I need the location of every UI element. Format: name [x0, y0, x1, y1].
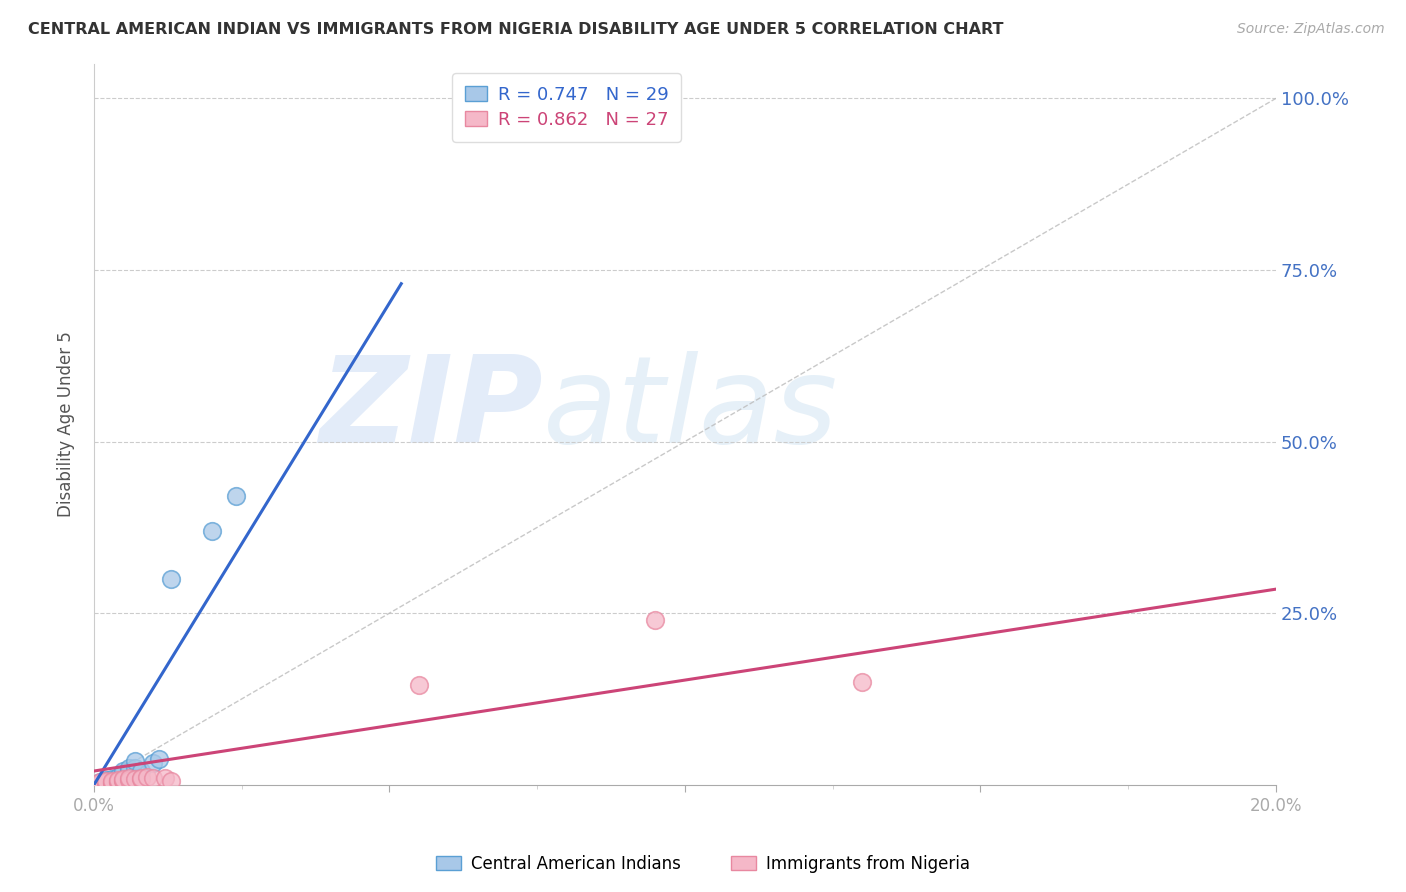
Point	[94, 775, 117, 789]
Point	[100, 775, 122, 789]
Point	[89, 776, 111, 790]
Point	[89, 776, 111, 790]
Point	[112, 772, 135, 787]
Point	[107, 774, 129, 789]
Point	[118, 767, 141, 781]
Point	[100, 775, 122, 789]
Point	[148, 752, 170, 766]
Point	[89, 775, 111, 789]
Point	[94, 775, 117, 789]
Point	[94, 774, 117, 789]
Legend: Central American Indians, Immigrants from Nigeria: Central American Indians, Immigrants fro…	[429, 848, 977, 880]
Y-axis label: Disability Age Under 5: Disability Age Under 5	[58, 332, 75, 517]
Legend: R = 0.747   N = 29, R = 0.862   N = 27: R = 0.747 N = 29, R = 0.862 N = 27	[453, 73, 681, 142]
Point	[100, 773, 122, 788]
Point	[153, 771, 176, 785]
Point	[159, 572, 181, 586]
Point	[118, 771, 141, 785]
Point	[107, 773, 129, 788]
Point	[89, 775, 111, 789]
Point	[136, 770, 159, 784]
Point	[129, 764, 152, 778]
Point	[118, 761, 141, 775]
Point	[112, 774, 135, 789]
Point	[851, 674, 873, 689]
Text: atlas: atlas	[543, 351, 838, 468]
Point	[225, 490, 247, 504]
Point	[107, 772, 129, 787]
Point	[100, 772, 122, 787]
Point	[124, 761, 146, 775]
Point	[112, 767, 135, 781]
Point	[89, 775, 111, 789]
Point	[408, 678, 430, 692]
Point	[118, 764, 141, 778]
Point	[124, 754, 146, 768]
Point	[100, 772, 122, 787]
Point	[159, 774, 181, 789]
Point	[112, 764, 135, 778]
Text: CENTRAL AMERICAN INDIAN VS IMMIGRANTS FROM NIGERIA DISABILITY AGE UNDER 5 CORREL: CENTRAL AMERICAN INDIAN VS IMMIGRANTS FR…	[28, 22, 1004, 37]
Text: ZIP: ZIP	[319, 351, 543, 468]
Text: Source: ZipAtlas.com: Source: ZipAtlas.com	[1237, 22, 1385, 37]
Point	[107, 770, 129, 784]
Point	[118, 772, 141, 787]
Point	[644, 613, 666, 627]
Point	[100, 774, 122, 789]
Point	[94, 772, 117, 787]
Point	[142, 756, 165, 770]
Point	[112, 771, 135, 785]
Point	[129, 772, 152, 787]
Point	[94, 775, 117, 789]
Point	[107, 775, 129, 789]
Point	[100, 775, 122, 789]
Point	[142, 771, 165, 785]
Point	[201, 524, 224, 538]
Point	[129, 771, 152, 785]
Point	[107, 771, 129, 785]
Point	[124, 772, 146, 787]
Point	[94, 775, 117, 789]
Point	[94, 773, 117, 788]
Point	[112, 772, 135, 787]
Point	[89, 775, 111, 789]
Point	[107, 772, 129, 787]
